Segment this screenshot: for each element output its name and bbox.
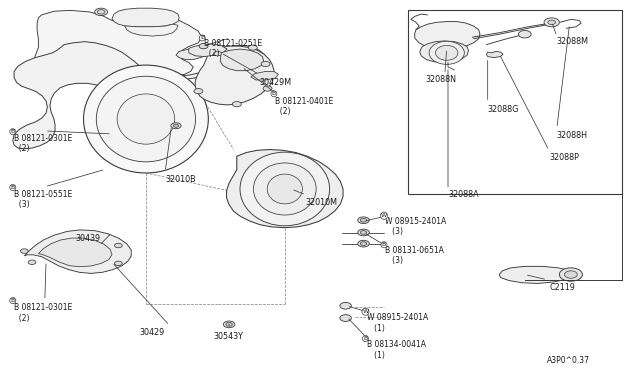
Circle shape (360, 218, 367, 222)
Text: B 08131-0651A
   (3): B 08131-0651A (3) (385, 246, 444, 265)
Circle shape (360, 231, 367, 234)
Circle shape (564, 271, 577, 278)
Text: B: B (382, 242, 386, 247)
Text: 32088A: 32088A (448, 190, 479, 199)
Text: W: W (362, 309, 369, 314)
Circle shape (559, 268, 582, 281)
Polygon shape (420, 41, 468, 62)
Text: B: B (200, 35, 204, 41)
Ellipse shape (435, 45, 458, 60)
Polygon shape (33, 10, 202, 85)
Polygon shape (38, 238, 112, 267)
Polygon shape (13, 42, 266, 149)
Polygon shape (499, 266, 573, 283)
Ellipse shape (253, 163, 316, 215)
Text: W 08915-2401A
   (1): W 08915-2401A (1) (367, 313, 428, 333)
Polygon shape (415, 22, 480, 49)
Text: W: W (381, 213, 387, 218)
Text: W 08915-2401A
   (3): W 08915-2401A (3) (385, 217, 447, 236)
Circle shape (360, 242, 367, 246)
Text: B 08134-0041A
   (1): B 08134-0041A (1) (367, 340, 426, 360)
Polygon shape (195, 46, 274, 105)
Ellipse shape (84, 65, 209, 173)
Text: B 08121-0251E
  (2): B 08121-0251E (2) (204, 39, 262, 58)
Circle shape (358, 229, 369, 236)
Polygon shape (251, 71, 278, 80)
Circle shape (518, 31, 531, 38)
Text: 32088G: 32088G (488, 105, 519, 114)
Circle shape (28, 260, 36, 264)
Text: B 08121-0301E
  (2): B 08121-0301E (2) (14, 134, 72, 153)
Text: 30429: 30429 (140, 328, 164, 337)
Polygon shape (112, 8, 179, 27)
Bar (408, 10, 622, 194)
Text: B 08121-0401E
  (2): B 08121-0401E (2) (275, 97, 333, 116)
Circle shape (199, 44, 208, 49)
Circle shape (340, 315, 351, 321)
Circle shape (194, 89, 203, 94)
Circle shape (115, 261, 122, 266)
Text: B: B (11, 298, 15, 303)
Circle shape (263, 86, 272, 91)
Polygon shape (220, 49, 264, 71)
Text: 32010M: 32010M (306, 198, 338, 207)
Text: B: B (11, 185, 15, 190)
Text: 30439: 30439 (76, 234, 100, 243)
Circle shape (358, 240, 369, 247)
Ellipse shape (97, 76, 196, 162)
Ellipse shape (240, 152, 330, 226)
Text: 32088M: 32088M (557, 37, 589, 46)
Text: 30543Y: 30543Y (214, 332, 244, 341)
Text: B: B (11, 129, 15, 134)
Circle shape (226, 323, 232, 326)
Ellipse shape (429, 41, 465, 64)
Text: 32088H: 32088H (557, 131, 588, 140)
Circle shape (171, 123, 181, 129)
Circle shape (248, 45, 257, 50)
Text: 32088N: 32088N (426, 75, 456, 84)
Circle shape (358, 217, 369, 224)
Circle shape (173, 124, 179, 127)
Polygon shape (189, 44, 227, 57)
Polygon shape (486, 51, 503, 58)
Polygon shape (125, 24, 178, 36)
Ellipse shape (117, 94, 175, 144)
Ellipse shape (268, 174, 303, 204)
Circle shape (544, 18, 559, 27)
Polygon shape (176, 48, 211, 60)
Text: 32088P: 32088P (549, 153, 579, 162)
Polygon shape (24, 230, 131, 273)
Text: B 08121-0551E
  (3): B 08121-0551E (3) (14, 190, 72, 209)
Text: 32010B: 32010B (165, 175, 196, 184)
Circle shape (232, 102, 241, 107)
Circle shape (95, 8, 108, 16)
Text: C2119: C2119 (549, 283, 575, 292)
Text: B: B (272, 91, 276, 96)
Text: A3P0^0.37: A3P0^0.37 (547, 356, 590, 365)
Circle shape (548, 20, 556, 25)
Circle shape (340, 302, 351, 309)
Circle shape (115, 243, 122, 248)
Circle shape (214, 51, 221, 56)
Circle shape (261, 61, 270, 67)
Circle shape (97, 10, 105, 14)
Text: 30429M: 30429M (259, 78, 291, 87)
Circle shape (223, 321, 235, 328)
Text: B 08121-0301E
  (2): B 08121-0301E (2) (14, 303, 72, 323)
Polygon shape (227, 150, 343, 228)
Circle shape (20, 249, 28, 253)
Text: B: B (364, 336, 367, 341)
